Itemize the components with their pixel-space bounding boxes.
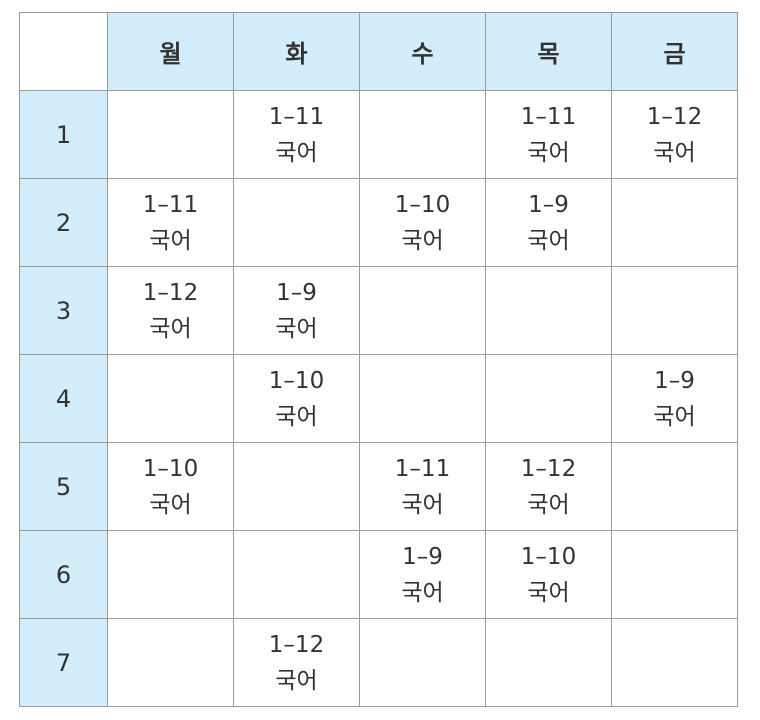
timetable-cell-wed — [359, 90, 486, 179]
timetable-cell-tue: 1–9 국어 — [233, 266, 360, 355]
timetable-cell-fri: 1–12 국어 — [611, 90, 738, 179]
day-header-tue: 화 — [233, 12, 360, 91]
timetable-cell-fri — [611, 442, 738, 531]
subject-label: 국어 — [275, 403, 318, 430]
period-row: 1 1–11 국어 1–11 국어 1–12 국어 — [19, 90, 738, 179]
period-label: 1 — [19, 90, 108, 179]
subject-label: 국어 — [653, 139, 696, 166]
period-label: 6 — [19, 530, 108, 619]
timetable-cell-thu — [485, 266, 612, 355]
class-label: 1–12 — [268, 631, 325, 658]
timetable-cell-mon: 1–11 국어 — [107, 178, 234, 267]
day-header-mon: 월 — [107, 12, 234, 91]
class-label: 1–11 — [520, 103, 577, 130]
period-label: 4 — [19, 354, 108, 443]
timetable-cell-wed: 1–11 국어 — [359, 442, 486, 531]
subject-label: 국어 — [149, 227, 192, 254]
subject-label: 국어 — [653, 403, 696, 430]
subject-label: 국어 — [149, 315, 192, 342]
class-label: 1–11 — [394, 455, 451, 482]
timetable-cell-thu: 1–11 국어 — [485, 90, 612, 179]
timetable-cell-wed: 1–10 국어 — [359, 178, 486, 267]
timetable-cell-tue: 1–11 국어 — [233, 90, 360, 179]
subject-label: 국어 — [527, 227, 570, 254]
timetable-cell-fri — [611, 178, 738, 267]
class-label: 1–12 — [646, 103, 703, 130]
day-header-thu: 목 — [485, 12, 612, 91]
timetable-cell-mon — [107, 90, 234, 179]
period-label: 5 — [19, 442, 108, 531]
class-label: 1–9 — [654, 367, 695, 394]
subject-label: 국어 — [527, 579, 570, 606]
timetable-cell-thu — [485, 354, 612, 443]
class-label: 1–10 — [520, 543, 577, 570]
timetable-cell-fri — [611, 266, 738, 355]
subject-label: 국어 — [527, 491, 570, 518]
timetable-cell-wed — [359, 618, 486, 707]
subject-label: 국어 — [275, 667, 318, 694]
period-label: 3 — [19, 266, 108, 355]
subject-label: 국어 — [401, 579, 444, 606]
timetable-cell-tue — [233, 530, 360, 619]
period-row: 5 1–10 국어 1–11 국어 1–12 국어 — [19, 442, 738, 531]
class-label: 1–10 — [268, 367, 325, 394]
class-label: 1–12 — [142, 279, 199, 306]
class-label: 1–9 — [402, 543, 443, 570]
day-header-row: 월 화 수 목 금 — [19, 12, 738, 91]
period-row: 6 1–9 국어 1–10 국어 — [19, 530, 738, 619]
timetable-cell-fri — [611, 618, 738, 707]
subject-label: 국어 — [527, 139, 570, 166]
subject-label: 국어 — [275, 139, 318, 166]
day-header-wed: 수 — [359, 12, 486, 91]
period-row: 7 1–12 국어 — [19, 618, 738, 707]
timetable-cell-wed — [359, 354, 486, 443]
period-row: 2 1–11 국어 1–10 국어 1–9 국어 — [19, 178, 738, 267]
subject-label: 국어 — [401, 491, 444, 518]
timetable-cell-tue — [233, 178, 360, 267]
timetable: 월 화 수 목 금 1 1–11 국어 1–11 국어 1–12 국어 2 1–11 국어 1–10… — [19, 12, 738, 707]
class-label: 1–10 — [142, 455, 199, 482]
class-label: 1–11 — [142, 191, 199, 218]
period-label: 2 — [19, 178, 108, 267]
period-row: 4 1–10 국어 1–9 국어 — [19, 354, 738, 443]
timetable-cell-tue: 1–12 국어 — [233, 618, 360, 707]
subject-label: 국어 — [401, 227, 444, 254]
timetable-cell-wed — [359, 266, 486, 355]
period-row: 3 1–12 국어 1–9 국어 — [19, 266, 738, 355]
class-label: 1–11 — [268, 103, 325, 130]
class-label: 1–9 — [276, 279, 317, 306]
timetable-cell-fri: 1–9 국어 — [611, 354, 738, 443]
corner-cell — [19, 12, 108, 91]
timetable-cell-thu: 1–12 국어 — [485, 442, 612, 531]
timetable-cell-tue — [233, 442, 360, 531]
timetable-cell-thu: 1–10 국어 — [485, 530, 612, 619]
class-label: 1–12 — [520, 455, 577, 482]
class-label: 1–10 — [394, 191, 451, 218]
timetable-cell-mon — [107, 354, 234, 443]
day-header-fri: 금 — [611, 12, 738, 91]
class-label: 1–9 — [528, 191, 569, 218]
timetable-cell-thu: 1–9 국어 — [485, 178, 612, 267]
timetable-cell-wed: 1–9 국어 — [359, 530, 486, 619]
timetable-cell-mon — [107, 530, 234, 619]
timetable-cell-fri — [611, 530, 738, 619]
period-label: 7 — [19, 618, 108, 707]
timetable-cell-mon: 1–12 국어 — [107, 266, 234, 355]
subject-label: 국어 — [275, 315, 318, 342]
subject-label: 국어 — [149, 491, 192, 518]
timetable-cell-mon — [107, 618, 234, 707]
timetable-cell-mon: 1–10 국어 — [107, 442, 234, 531]
timetable-cell-tue: 1–10 국어 — [233, 354, 360, 443]
timetable-cell-thu — [485, 618, 612, 707]
